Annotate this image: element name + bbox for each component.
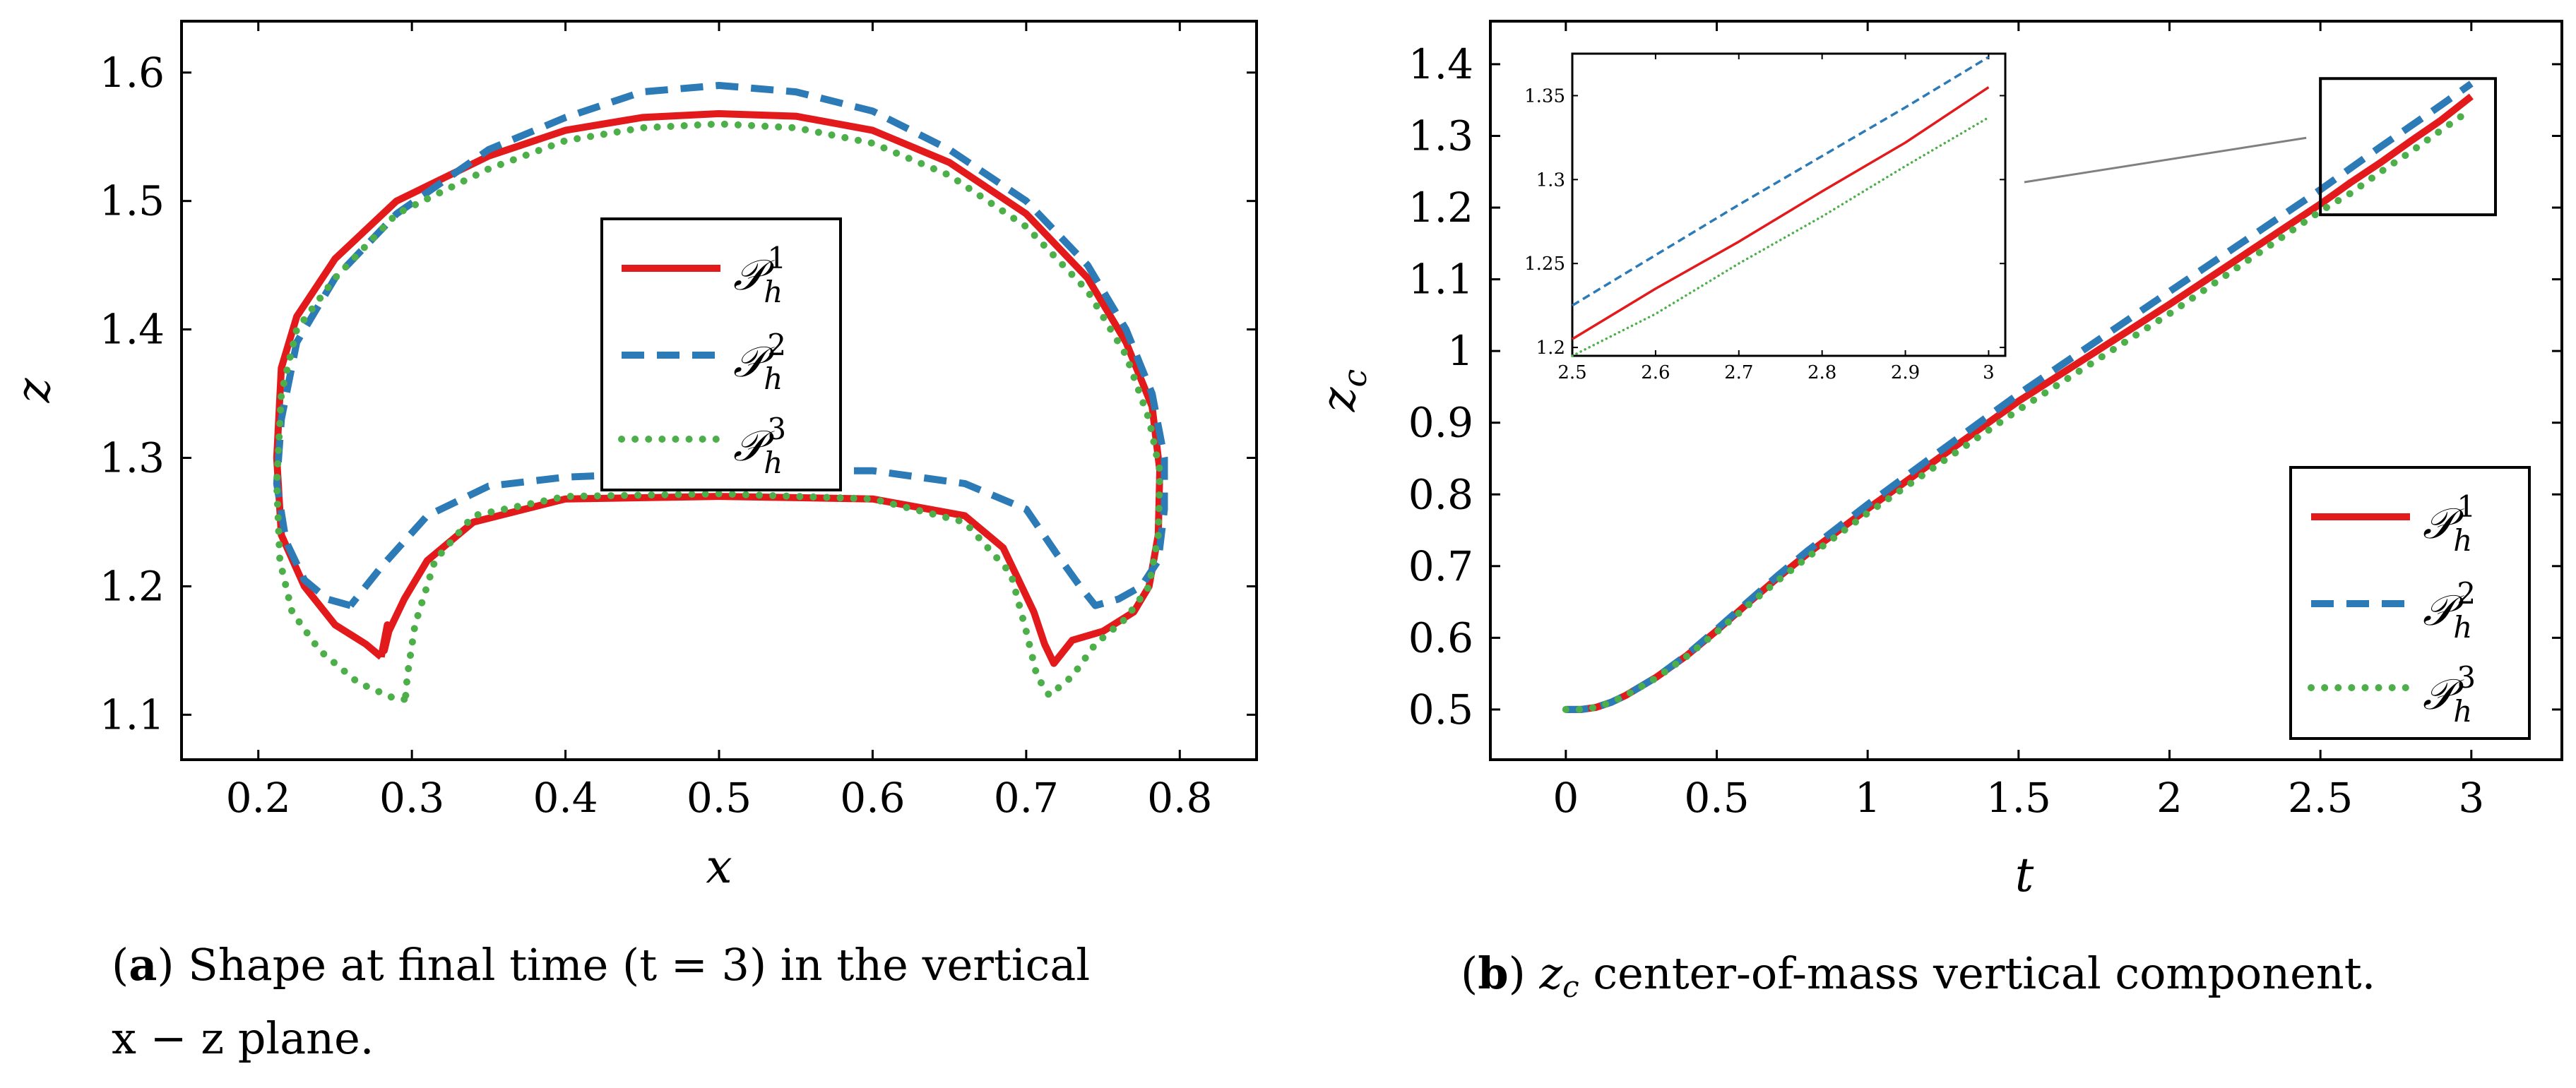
panel-b-inset-series xyxy=(1571,56,1990,357)
y-tick-label: 1 xyxy=(1447,327,1473,375)
y-tick-label: 1.2 xyxy=(1536,337,1565,359)
x-tick-label: 0 xyxy=(1553,774,1579,822)
x-tick-label: 0.5 xyxy=(687,774,752,822)
x-tick-label: 0.2 xyxy=(226,774,291,822)
x-tick-label: 2.6 xyxy=(1641,362,1670,383)
y-tick-label: 1.1 xyxy=(1408,256,1473,304)
x-tick-label: 2.5 xyxy=(1557,362,1586,383)
x-tick-label: 1.5 xyxy=(1986,774,2051,822)
panel-b-series xyxy=(1562,80,2475,713)
panel-a-ticks: 0.2 0.3 0.4 0.5 0.6 0.7 0.8 1.1 1.2 1.3 1.4 1.5 1.6 xyxy=(100,21,1257,822)
panel-b-inset-ticks: 2.5 2.6 2.7 2.8 2.9 3 1.2 1.25 1.3 1.35 xyxy=(1524,54,2005,383)
y-tick-label: 1.4 xyxy=(1408,40,1473,88)
x-tick-label: 2.5 xyxy=(2288,774,2353,822)
x-tick-label: 3 xyxy=(2458,774,2484,822)
panel-a-legend-label-p2: 𝒫h2 xyxy=(733,328,786,396)
panel-b-ticks: 0 0.5 1 1.5 2 2.5 3 0.5 0.6 0.7 0.8 0.9 1 1.1 1.2 1.3 1.… xyxy=(1408,21,2562,822)
y-tick-label: 0.9 xyxy=(1408,399,1473,447)
y-tick-label: 0.8 xyxy=(1408,470,1473,518)
caption-a-line-1: (a) Shape at final time (t = 3) in the v… xyxy=(112,939,1090,991)
y-tick-label: 1.6 xyxy=(100,49,165,97)
panel-b-legend: 𝒫h1 𝒫h2 𝒫h3 xyxy=(2289,466,2531,740)
panel-b-x-axis-label: t xyxy=(2015,848,2034,902)
panel-b-legend-label-p3: 𝒫h3 xyxy=(2423,660,2476,729)
panel-a-y-axis-label: z xyxy=(6,377,61,403)
x-tick-label: 2.9 xyxy=(1891,362,1920,383)
panel-a-x-axis-label: x xyxy=(706,839,732,894)
y-tick-label: 0.7 xyxy=(1408,542,1473,590)
panel-b-zoom-box xyxy=(2024,77,2497,217)
series-line-p1 xyxy=(1572,86,1990,340)
panel-b-legend-label-p2: 𝒫h2 xyxy=(2423,576,2476,645)
panel-b-axes-frame xyxy=(1489,20,2563,761)
x-tick-label: 0.4 xyxy=(533,774,598,822)
panel-a-legend-label-p3: 𝒫h3 xyxy=(733,412,786,480)
y-tick-label: 0.6 xyxy=(1408,614,1473,662)
y-tick-label: 1.3 xyxy=(1536,169,1565,191)
y-tick-label: 1.4 xyxy=(100,306,165,354)
zoom-region-rect xyxy=(2319,77,2497,217)
series-line-p2 xyxy=(273,82,1168,609)
panel-a-legend-label-p1: 𝒫h1 xyxy=(733,241,786,309)
x-tick-label: 0.3 xyxy=(379,774,444,822)
panel-a-legend: 𝒫h1 𝒫h2 𝒫h3 xyxy=(600,217,842,491)
panel-a-series xyxy=(273,82,1168,703)
series-line-p3 xyxy=(1571,116,1990,357)
x-tick-label: 2.7 xyxy=(1724,362,1753,383)
x-tick-label: 2.8 xyxy=(1808,362,1836,383)
panel-a-shape-plot: 0.2 0.3 0.4 0.5 0.6 0.7 0.81.11.21.31.41.51.6 … xyxy=(6,20,1258,894)
y-tick-label: 1.2 xyxy=(100,562,165,610)
x-tick-label: 1 xyxy=(1855,774,1881,822)
y-tick-label: 1.2 xyxy=(1408,184,1473,232)
panel-b-legend-label-p1: 𝒫h1 xyxy=(2423,489,2476,558)
panel-b-inset: 2.5 2.6 2.7 2.8 2.9 3 1.2 1.25 1.3 1.35 xyxy=(1524,52,2007,383)
series-line-p3 xyxy=(1562,105,2475,713)
y-tick-label: 1.3 xyxy=(1408,112,1473,160)
x-tick-label: 0.8 xyxy=(1147,774,1212,822)
x-tick-label: 0.7 xyxy=(994,774,1059,822)
y-tick-label: 0.5 xyxy=(1408,686,1473,734)
zoom-connector-line xyxy=(2024,136,2307,184)
y-tick-label: 1.25 xyxy=(1524,253,1565,275)
y-tick-label: 1.5 xyxy=(100,177,165,225)
x-tick-label: 2 xyxy=(2156,774,2183,822)
panel-b-center-of-mass-plot: 0 0.5 1 1.5 2 2.5 3 0.5 0.6 0.7 0.8 0.9 1 1.1 1.2 1.3 1.… xyxy=(1312,20,2563,902)
y-tick-label: 1.35 xyxy=(1524,85,1565,107)
x-tick-label: 0.5 xyxy=(1684,774,1749,822)
series-line-p2 xyxy=(1572,56,1990,307)
x-tick-label: 3 xyxy=(1983,362,1995,383)
y-tick-label: 1.3 xyxy=(100,434,165,482)
y-tick-label: 1.1 xyxy=(100,691,165,739)
caption-a-line-2: x − z plane. xyxy=(112,1012,374,1064)
panel-b-y-axis-label: zc xyxy=(1312,369,1374,413)
panel-b-inset-frame xyxy=(1571,52,2007,357)
series-line-p3 xyxy=(273,120,1163,703)
caption-b: (b) zc center-of-mass vertical component… xyxy=(1461,947,2375,1004)
x-tick-label: 0.6 xyxy=(840,774,905,822)
